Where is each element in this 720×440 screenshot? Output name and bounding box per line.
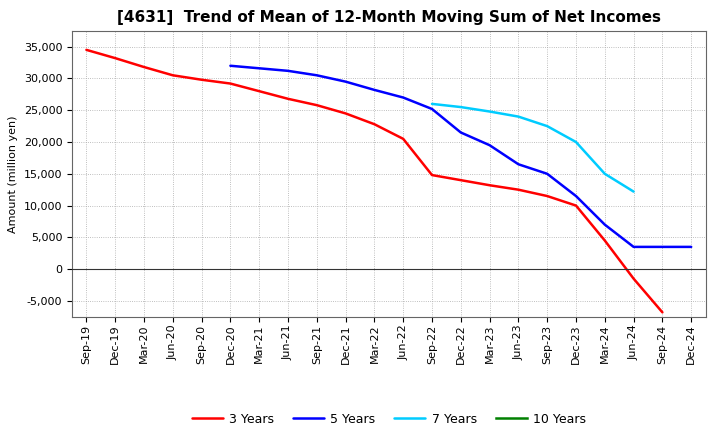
Legend: 3 Years, 5 Years, 7 Years, 10 Years: 3 Years, 5 Years, 7 Years, 10 Years [186,408,591,431]
5 Years [341,79,350,84]
5 Years [629,244,638,249]
3 Years [572,203,580,208]
Line: 7 Years: 7 Years [432,104,634,191]
5 Years [255,66,264,71]
3 Years [543,194,552,199]
Line: 5 Years: 5 Years [230,66,691,247]
3 Years [399,136,408,142]
7 Years [428,101,436,106]
5 Years [485,143,494,148]
7 Years [514,114,523,119]
3 Years [658,310,667,315]
5 Years [370,87,379,92]
Line: 3 Years: 3 Years [86,50,662,312]
3 Years [341,111,350,116]
3 Years [485,183,494,188]
7 Years [572,139,580,145]
3 Years [284,96,292,102]
3 Years [456,177,465,183]
5 Years [572,194,580,199]
5 Years [658,244,667,249]
3 Years [255,88,264,94]
3 Years [629,276,638,281]
5 Years [514,161,523,167]
7 Years [629,189,638,194]
5 Years [428,106,436,112]
5 Years [456,130,465,135]
7 Years [485,109,494,114]
3 Years [600,238,609,243]
3 Years [82,47,91,52]
3 Years [514,187,523,192]
5 Years [687,244,696,249]
3 Years [168,73,177,78]
3 Years [197,77,206,82]
7 Years [456,104,465,110]
3 Years [428,172,436,178]
5 Years [226,63,235,68]
3 Years [140,64,148,70]
7 Years [600,171,609,176]
Title: [4631]  Trend of Mean of 12-Month Moving Sum of Net Incomes: [4631] Trend of Mean of 12-Month Moving … [117,11,661,26]
5 Years [543,171,552,176]
3 Years [312,103,321,108]
5 Years [312,73,321,78]
Y-axis label: Amount (million yen): Amount (million yen) [8,115,18,233]
3 Years [226,81,235,86]
5 Years [284,68,292,73]
3 Years [111,55,120,61]
7 Years [543,124,552,129]
5 Years [600,222,609,227]
3 Years [370,121,379,127]
5 Years [399,95,408,100]
